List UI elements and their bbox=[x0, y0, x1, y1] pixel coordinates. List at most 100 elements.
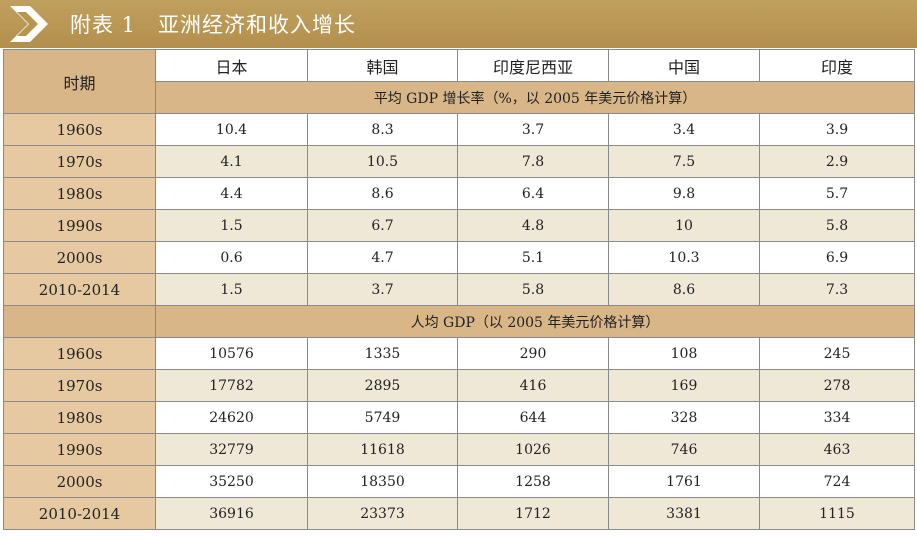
value-cell: 4.1 bbox=[155, 145, 308, 178]
value-cell: 9.8 bbox=[608, 177, 760, 210]
period-cell: 1990s bbox=[3, 209, 156, 242]
value-cell: 169 bbox=[608, 369, 760, 402]
table-number: 附表 1 bbox=[70, 13, 137, 37]
value-cell: 23373 bbox=[307, 497, 458, 530]
value-cell: 10.5 bbox=[307, 145, 458, 178]
period-cell: 2010-2014 bbox=[3, 497, 156, 530]
value-cell: 3.4 bbox=[608, 113, 760, 146]
value-cell: 17782 bbox=[155, 369, 308, 402]
table-row: 2000s 35250 18350 1258 1761 724 bbox=[3, 465, 915, 498]
value-cell: 4.4 bbox=[155, 177, 308, 210]
table-row: 1970s 4.1 10.5 7.8 7.5 2.9 bbox=[3, 145, 915, 178]
value-cell: 278 bbox=[759, 369, 915, 402]
period-cell: 2010-2014 bbox=[3, 273, 156, 306]
value-cell: 1115 bbox=[759, 497, 915, 530]
value-cell: 463 bbox=[759, 433, 915, 466]
country-header: 日本 bbox=[155, 49, 308, 82]
value-cell: 334 bbox=[759, 401, 915, 434]
value-cell: 2895 bbox=[307, 369, 458, 402]
value-cell: 5.7 bbox=[759, 177, 915, 210]
period-cell: 1990s bbox=[3, 433, 156, 466]
value-cell: 245 bbox=[759, 337, 915, 370]
value-cell: 3.9 bbox=[759, 113, 915, 146]
period-cell: 1980s bbox=[3, 401, 156, 434]
value-cell: 6.9 bbox=[759, 241, 915, 274]
value-cell: 5.1 bbox=[457, 241, 609, 274]
value-cell: 2.9 bbox=[759, 145, 915, 178]
table-row: 1970s 17782 2895 416 169 278 bbox=[3, 369, 915, 402]
value-cell: 1335 bbox=[307, 337, 458, 370]
table-title: 附表 1 亚洲经济和收入增长 bbox=[70, 9, 356, 39]
economic-growth-table: 时期 日本 韩国 印度尼西亚 中国 印度 平均 GDP 增长率（%，以 2005… bbox=[3, 49, 915, 530]
value-cell: 108 bbox=[608, 337, 760, 370]
value-cell: 24620 bbox=[155, 401, 308, 434]
value-cell: 35250 bbox=[155, 465, 308, 498]
value-cell: 0.6 bbox=[155, 241, 308, 274]
value-cell: 4.8 bbox=[457, 209, 609, 242]
table-row: 1960s 10.4 8.3 3.7 3.4 3.9 bbox=[3, 113, 915, 146]
value-cell: 3.7 bbox=[457, 113, 609, 146]
table-row: 1990s 32779 11618 1026 746 463 bbox=[3, 433, 915, 466]
value-cell: 1.5 bbox=[155, 209, 308, 242]
value-cell: 1761 bbox=[608, 465, 760, 498]
value-cell: 724 bbox=[759, 465, 915, 498]
country-header: 印度尼西亚 bbox=[457, 49, 609, 82]
table-row: 2010-2014 1.5 3.7 5.8 8.6 7.3 bbox=[3, 273, 915, 306]
country-header: 中国 bbox=[608, 49, 760, 82]
period-cell: 1980s bbox=[3, 177, 156, 210]
value-cell: 416 bbox=[457, 369, 609, 402]
title-bar: 附表 1 亚洲经济和收入增长 bbox=[0, 0, 917, 48]
value-cell: 746 bbox=[608, 433, 760, 466]
value-cell: 8.3 bbox=[307, 113, 458, 146]
section-label: 人均 GDP（以 2005 年美元价格计算） bbox=[155, 305, 915, 338]
value-cell: 1026 bbox=[457, 433, 609, 466]
value-cell: 3.7 bbox=[307, 273, 458, 306]
country-header: 韩国 bbox=[307, 49, 458, 82]
table-row: 1980s 4.4 8.6 6.4 9.8 5.7 bbox=[3, 177, 915, 210]
value-cell: 7.3 bbox=[759, 273, 915, 306]
value-cell: 10 bbox=[608, 209, 760, 242]
value-cell: 18350 bbox=[307, 465, 458, 498]
section-header-row: 人均 GDP（以 2005 年美元价格计算） bbox=[3, 305, 915, 338]
chevron-right-icon bbox=[0, 0, 62, 48]
section-header-row: 平均 GDP 增长率（%，以 2005 年美元价格计算） bbox=[4, 81, 915, 114]
value-cell: 290 bbox=[457, 337, 609, 370]
value-cell: 32779 bbox=[155, 433, 308, 466]
period-cell: 1960s bbox=[3, 113, 156, 146]
value-cell: 7.5 bbox=[608, 145, 760, 178]
period-cell: 2000s bbox=[3, 465, 156, 498]
value-cell: 4.7 bbox=[307, 241, 458, 274]
value-cell: 36916 bbox=[155, 497, 308, 530]
period-cell: 2000s bbox=[3, 241, 156, 274]
value-cell: 6.4 bbox=[457, 177, 609, 210]
period-cell: 1970s bbox=[3, 145, 156, 178]
period-column-header: 时期 bbox=[3, 49, 156, 114]
value-cell: 10.3 bbox=[608, 241, 760, 274]
value-cell: 6.7 bbox=[307, 209, 458, 242]
value-cell: 1258 bbox=[457, 465, 609, 498]
section-blank-cell bbox=[3, 305, 156, 338]
value-cell: 5.8 bbox=[759, 209, 915, 242]
table-row: 1980s 24620 5749 644 328 334 bbox=[3, 401, 915, 434]
value-cell: 5.8 bbox=[457, 273, 609, 306]
table-row: 2010-2014 36916 23373 1712 3381 1115 bbox=[3, 497, 915, 530]
value-cell: 644 bbox=[457, 401, 609, 434]
value-cell: 8.6 bbox=[307, 177, 458, 210]
value-cell: 1.5 bbox=[155, 273, 308, 306]
value-cell: 5749 bbox=[307, 401, 458, 434]
value-cell: 1712 bbox=[457, 497, 609, 530]
value-cell: 8.6 bbox=[608, 273, 760, 306]
value-cell: 10.4 bbox=[155, 113, 308, 146]
header-row: 时期 日本 韩国 印度尼西亚 中国 印度 bbox=[3, 49, 915, 114]
country-header: 印度 bbox=[759, 49, 915, 82]
period-cell: 1970s bbox=[3, 369, 156, 402]
table-row: 2000s 0.6 4.7 5.1 10.3 6.9 bbox=[3, 241, 915, 274]
section-label: 平均 GDP 增长率（%，以 2005 年美元价格计算） bbox=[155, 81, 915, 114]
value-cell: 3381 bbox=[608, 497, 760, 530]
table-row: 1960s 10576 1335 290 108 245 bbox=[3, 337, 915, 370]
table-row: 1990s 1.5 6.7 4.8 10 5.8 bbox=[3, 209, 915, 242]
value-cell: 7.8 bbox=[457, 145, 609, 178]
period-cell: 1960s bbox=[3, 337, 156, 370]
value-cell: 11618 bbox=[307, 433, 458, 466]
value-cell: 328 bbox=[608, 401, 760, 434]
